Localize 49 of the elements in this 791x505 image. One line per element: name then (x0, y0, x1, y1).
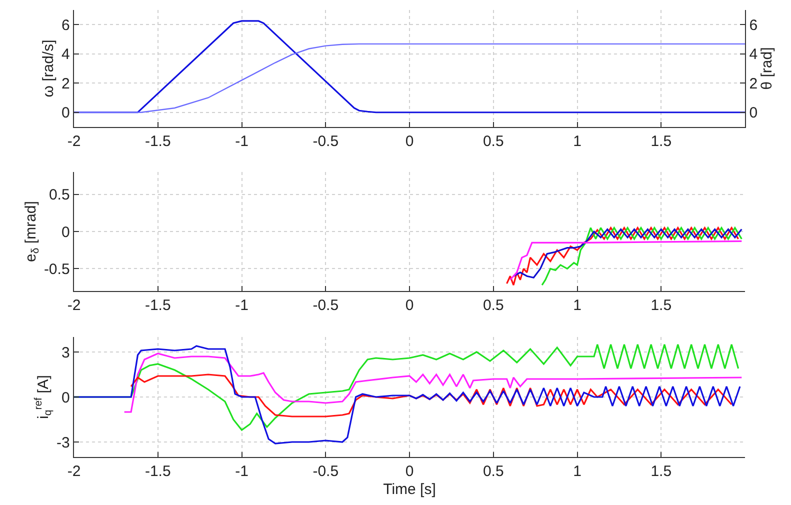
y-axis-title: ω [rad/s] (40, 40, 57, 98)
x-axis-title: Time [s] (383, 481, 436, 498)
y-tick-label: 6 (61, 16, 70, 34)
y-tick-label: 3 (61, 344, 70, 362)
y-tick-label: 2 (61, 75, 70, 92)
x-tick-label: -1.5 (144, 463, 171, 480)
line-series (506, 226, 740, 286)
x-tick-label: -0.5 (312, 463, 339, 480)
x-tick-label: 1 (573, 463, 582, 480)
y2-tick-label: 0 (749, 104, 758, 122)
x-tick-label: 0.5 (482, 463, 504, 480)
x-tick-label: 0 (405, 297, 414, 314)
x-tick-label: -2 (67, 463, 81, 480)
x-tick-label: 1.5 (650, 297, 672, 314)
x-tick-label: 0.5 (482, 133, 504, 150)
x-tick-label: -2 (67, 133, 81, 150)
y-tick-label: 4 (61, 46, 70, 64)
y-tick-label: 0 (61, 224, 70, 241)
x-tick-label: 0.5 (482, 297, 504, 314)
line-series (124, 352, 742, 413)
line-series (130, 374, 732, 418)
line-series (512, 228, 742, 278)
x-tick-label: 1 (573, 133, 582, 150)
x-tick-label: 1 (573, 297, 582, 314)
x-tick-label: -1 (235, 133, 248, 150)
x-tick-label: -0.5 (312, 297, 339, 314)
x-tick-label: 1.5 (650, 463, 672, 480)
x-tick-label: 0 (405, 133, 414, 150)
x-tick-label: -1 (235, 297, 248, 314)
y2-tick-label: 2 (749, 75, 758, 92)
line-series (541, 226, 742, 286)
x-tick-label: -1 (235, 463, 248, 480)
x-tick-label: -2 (67, 297, 81, 314)
y2-axis-title: θ [rad] (758, 47, 776, 90)
y2-tick-label: 6 (749, 16, 758, 34)
x-tick-label: 0 (405, 463, 414, 480)
y2-tick-label: 4 (749, 46, 758, 64)
line-series (509, 240, 742, 281)
line-series (74, 345, 741, 444)
y-tick-label: 0.5 (48, 186, 70, 204)
y-tick-label: 0 (61, 104, 70, 122)
line-series (74, 20, 745, 114)
x-tick-label: -0.5 (312, 133, 339, 150)
y-tick-label: 0 (61, 389, 70, 406)
y-tick-label: -0.5 (44, 260, 70, 278)
x-tick-label: -1.5 (144, 133, 171, 150)
x-tick-label: 1.5 (650, 133, 672, 150)
y-tick-label: -3 (56, 434, 70, 452)
x-tick-label: -1.5 (144, 297, 171, 314)
